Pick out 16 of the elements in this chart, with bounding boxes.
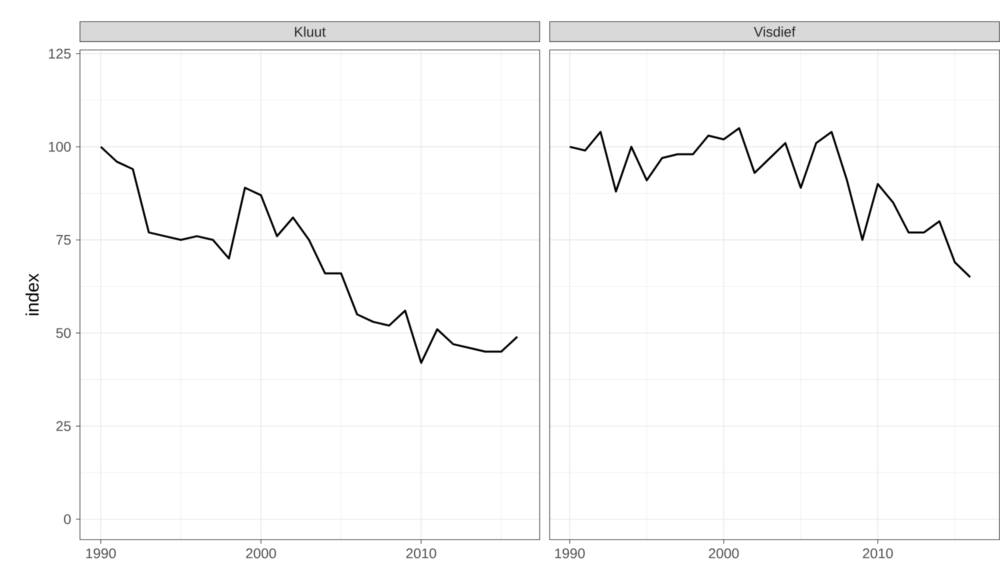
y-axis-title: index — [26, 274, 39, 316]
line-series — [100, 146, 518, 364]
y-tick-label: 100 — [48, 142, 71, 152]
x-tick-label: 2010 — [406, 548, 436, 558]
chart-title: Kluut — [295, 26, 326, 37]
y-tick-label: 75 — [56, 235, 71, 245]
y-tick-label: 50 — [56, 328, 71, 338]
x-tick-label: 2010 — [862, 548, 893, 558]
y-tick-label: 25 — [56, 421, 71, 432]
x-tick-label: 2000 — [246, 548, 276, 558]
chart-title: Visdief — [754, 26, 796, 37]
x-tick-label: 1990 — [86, 548, 116, 558]
x-tick-label: 2000 — [708, 548, 739, 558]
y-tick-label: 0 — [64, 514, 71, 524]
x-tick-label: 1990 — [555, 548, 585, 558]
y-tick-label: 125 — [48, 48, 71, 59]
